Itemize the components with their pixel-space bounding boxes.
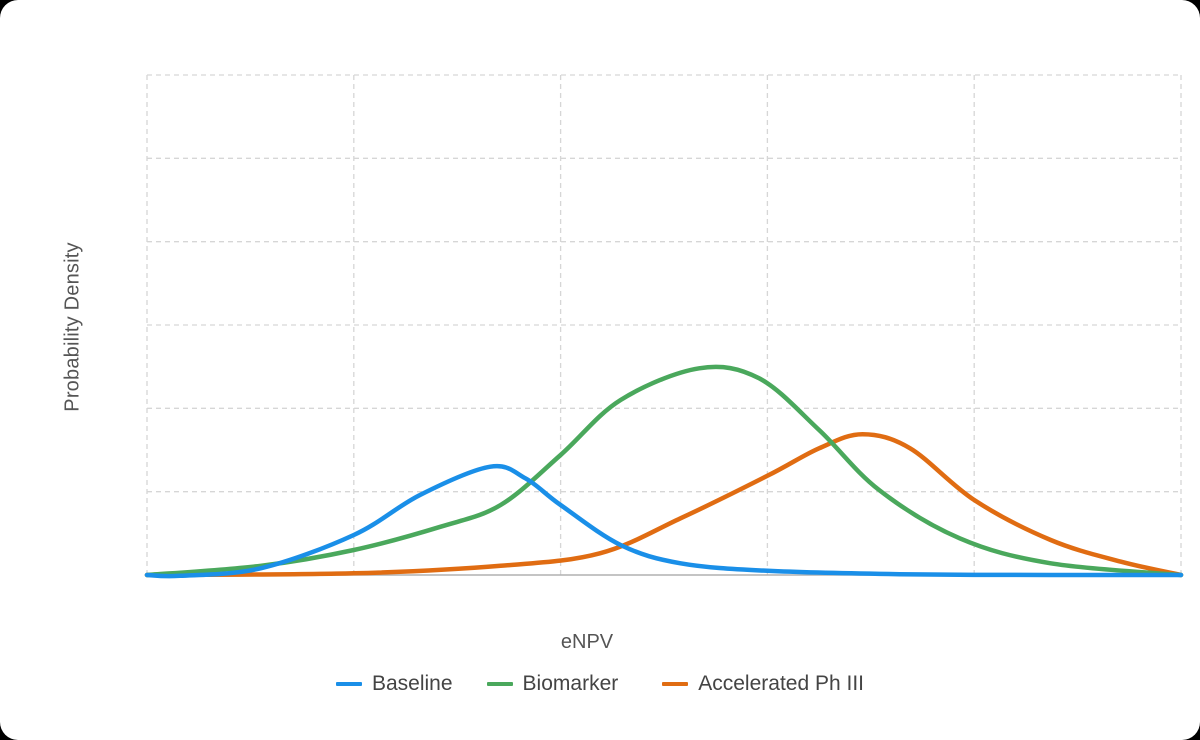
- legend-swatch-baseline: [335, 682, 362, 686]
- legend-item-accelerated-ph-iii[interactable]: Accelerated Ph III: [662, 672, 864, 696]
- x-axis-title: eNPV: [560, 631, 614, 653]
- legend-label: Baseline: [371, 672, 453, 695]
- series-lines: [144, 364, 1184, 579]
- legend-swatch-accelerated: [662, 682, 689, 686]
- y-axis-title: Probability Density: [61, 242, 84, 412]
- legend-label: Accelerated Ph III: [698, 672, 865, 695]
- legend-swatch-biomarker: [486, 682, 513, 686]
- legend: Baseline Biomarker Accelerated Ph III: [0, 672, 1200, 696]
- grid-lines: [146, 74, 1182, 575]
- x-axis-title-row: eNPV: [0, 631, 1200, 654]
- legend-item-biomarker[interactable]: Biomarker: [486, 672, 619, 696]
- series-line-baseline[interactable]: [144, 463, 1184, 579]
- legend-item-baseline[interactable]: Baseline: [335, 672, 453, 696]
- legend-label: Biomarker: [522, 672, 619, 695]
- series-line-accelerated-ph-iii[interactable]: [144, 431, 1184, 578]
- series-line-biomarker[interactable]: [144, 364, 1184, 578]
